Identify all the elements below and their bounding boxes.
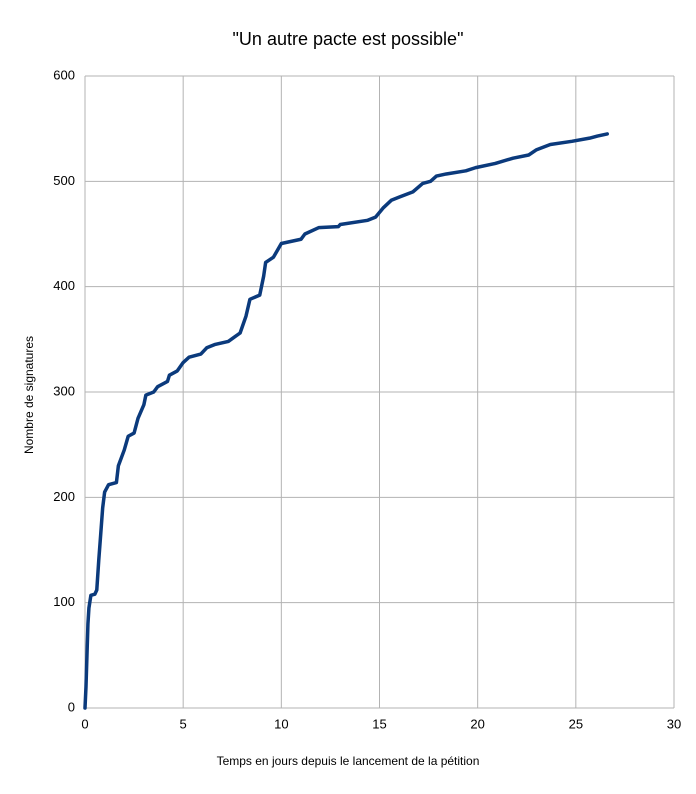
y-tick-label: 400 bbox=[53, 278, 75, 293]
x-tick-label: 15 bbox=[372, 716, 386, 731]
y-axis-label: Nombre de signatures bbox=[22, 336, 36, 454]
data-line bbox=[83, 132, 609, 710]
y-tick-label: 200 bbox=[53, 489, 75, 504]
y-tick-label: 500 bbox=[53, 173, 75, 188]
x-tick-label: 30 bbox=[667, 716, 681, 731]
x-axis-label: Temps en jours depuis le lancement de la… bbox=[217, 754, 480, 768]
x-tick-label: 5 bbox=[180, 716, 187, 731]
x-tick-label: 0 bbox=[81, 716, 88, 731]
y-tick-label: 0 bbox=[68, 699, 75, 714]
x-tick-label: 20 bbox=[470, 716, 484, 731]
x-tick-label: 25 bbox=[569, 716, 583, 731]
y-tick-label: 100 bbox=[53, 594, 75, 609]
y-tick-label: 600 bbox=[53, 67, 75, 82]
chart-title: "Un autre pacte est possible" bbox=[233, 29, 464, 49]
x-tick-label: 10 bbox=[274, 716, 288, 731]
y-tick-label: 300 bbox=[53, 383, 75, 398]
